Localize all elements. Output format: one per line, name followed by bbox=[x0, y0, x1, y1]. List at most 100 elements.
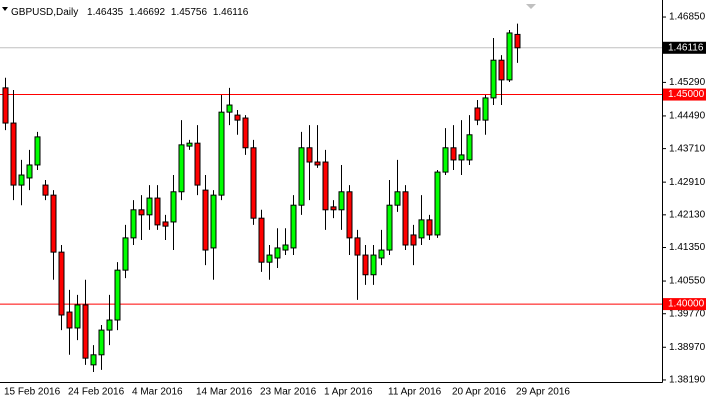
level-label: 1.45000 bbox=[668, 89, 705, 100]
candle-body bbox=[410, 234, 417, 246]
candle-body bbox=[506, 32, 513, 81]
chart-header: GBPUSD,Daily 1.46435 1.46692 1.45756 1.4… bbox=[11, 7, 249, 18]
y-tick-label: 1.38190 bbox=[669, 375, 706, 386]
x-tick-label: 14 Mar 2016 bbox=[196, 387, 253, 398]
menu-arrow bbox=[2, 7, 8, 11]
x-tick-label: 11 Apr 2016 bbox=[388, 387, 442, 398]
symbol-title: GBPUSD,Daily bbox=[11, 7, 78, 18]
header-close: 1.46116 bbox=[213, 7, 249, 18]
candle-body bbox=[338, 191, 345, 211]
x-tick-label: 29 Apr 2016 bbox=[516, 387, 570, 398]
candle-body bbox=[274, 247, 281, 259]
candle-body bbox=[106, 319, 113, 331]
candle-body bbox=[146, 197, 153, 216]
candle-body bbox=[514, 33, 521, 49]
candle-body bbox=[346, 191, 353, 239]
candle-body bbox=[218, 111, 225, 196]
candle-body bbox=[474, 107, 481, 121]
candle-body bbox=[138, 209, 145, 216]
candle-body bbox=[394, 191, 401, 206]
candle-body bbox=[418, 219, 425, 239]
candle-body bbox=[74, 304, 81, 329]
candle-body bbox=[194, 142, 201, 186]
candle-body bbox=[298, 147, 305, 206]
candle-body bbox=[18, 174, 25, 186]
candle-body bbox=[426, 219, 433, 236]
candle-body bbox=[402, 191, 409, 246]
price-label: 1.46116 bbox=[668, 42, 704, 53]
candle-body bbox=[442, 147, 449, 173]
candle-body bbox=[34, 136, 41, 166]
level-label-box bbox=[663, 88, 706, 101]
header-high: 1.46692 bbox=[129, 7, 166, 18]
candle-body bbox=[370, 254, 377, 276]
y-tick-label: 1.39770 bbox=[669, 308, 706, 319]
candle-body bbox=[10, 122, 17, 186]
candle-body bbox=[434, 171, 441, 236]
candle-body bbox=[154, 197, 161, 226]
candle-body bbox=[130, 209, 137, 239]
candle-body bbox=[322, 161, 329, 211]
y-tick-label: 1.43710 bbox=[669, 143, 706, 154]
x-tick-label: 23 Mar 2016 bbox=[260, 387, 317, 398]
y-tick-label: 1.41350 bbox=[669, 242, 706, 253]
y-tick-label: 1.45290 bbox=[669, 77, 706, 88]
header-low: 1.45756 bbox=[171, 7, 208, 18]
candle-body bbox=[314, 161, 321, 166]
candle-body bbox=[450, 147, 457, 161]
candle-body bbox=[386, 204, 393, 251]
x-tick-label: 1 Apr 2016 bbox=[324, 387, 373, 398]
candle-body bbox=[202, 189, 209, 251]
x-tick-label: 20 Apr 2016 bbox=[452, 387, 506, 398]
candle-body bbox=[114, 269, 121, 321]
level-label-box bbox=[663, 298, 706, 311]
candle-body bbox=[170, 191, 177, 223]
x-tick-label: 24 Feb 2016 bbox=[68, 387, 125, 398]
candle-body bbox=[186, 142, 193, 147]
candle-body bbox=[162, 221, 169, 227]
candle-body bbox=[250, 147, 257, 219]
candle-body bbox=[498, 59, 505, 81]
candle-body bbox=[378, 249, 385, 259]
candle-body bbox=[306, 147, 313, 163]
candle-body bbox=[354, 237, 361, 256]
y-tick-label: 1.42910 bbox=[669, 177, 706, 188]
candle-body bbox=[330, 206, 337, 211]
candle-body bbox=[490, 59, 497, 99]
price-label-box bbox=[663, 41, 706, 54]
x-tick-label: 15 Feb 2016 bbox=[4, 387, 61, 398]
candle-body bbox=[258, 217, 265, 263]
candle-body bbox=[178, 144, 185, 193]
candle-body bbox=[26, 164, 33, 179]
candle-body bbox=[290, 204, 297, 249]
y-tick-label: 1.44490 bbox=[669, 111, 706, 122]
candle-body bbox=[58, 251, 65, 316]
candle-body bbox=[210, 194, 217, 249]
candle-body bbox=[466, 134, 473, 161]
candle-body bbox=[90, 354, 97, 366]
candle-body bbox=[458, 154, 465, 161]
candle-body bbox=[242, 117, 249, 149]
candle-body bbox=[234, 114, 241, 121]
y-tick-label: 1.42130 bbox=[669, 209, 706, 220]
y-tick-label: 1.46850 bbox=[669, 12, 706, 23]
candle-body bbox=[122, 237, 129, 271]
shift-marker bbox=[526, 4, 536, 9]
candle-body bbox=[482, 97, 489, 121]
candle-body bbox=[42, 184, 49, 196]
candle-body bbox=[282, 244, 289, 251]
candle-body bbox=[66, 311, 73, 329]
header-open: 1.46435 bbox=[87, 7, 124, 18]
candle-body bbox=[362, 254, 369, 276]
candle-body bbox=[226, 104, 233, 113]
candle-body bbox=[50, 194, 57, 253]
candle-body bbox=[266, 254, 273, 263]
level-label: 1.40000 bbox=[668, 299, 705, 310]
y-tick-label: 1.38970 bbox=[669, 342, 706, 353]
candle-body bbox=[98, 329, 105, 356]
y-tick-label: 1.40550 bbox=[669, 276, 706, 287]
candle-body bbox=[2, 87, 9, 124]
